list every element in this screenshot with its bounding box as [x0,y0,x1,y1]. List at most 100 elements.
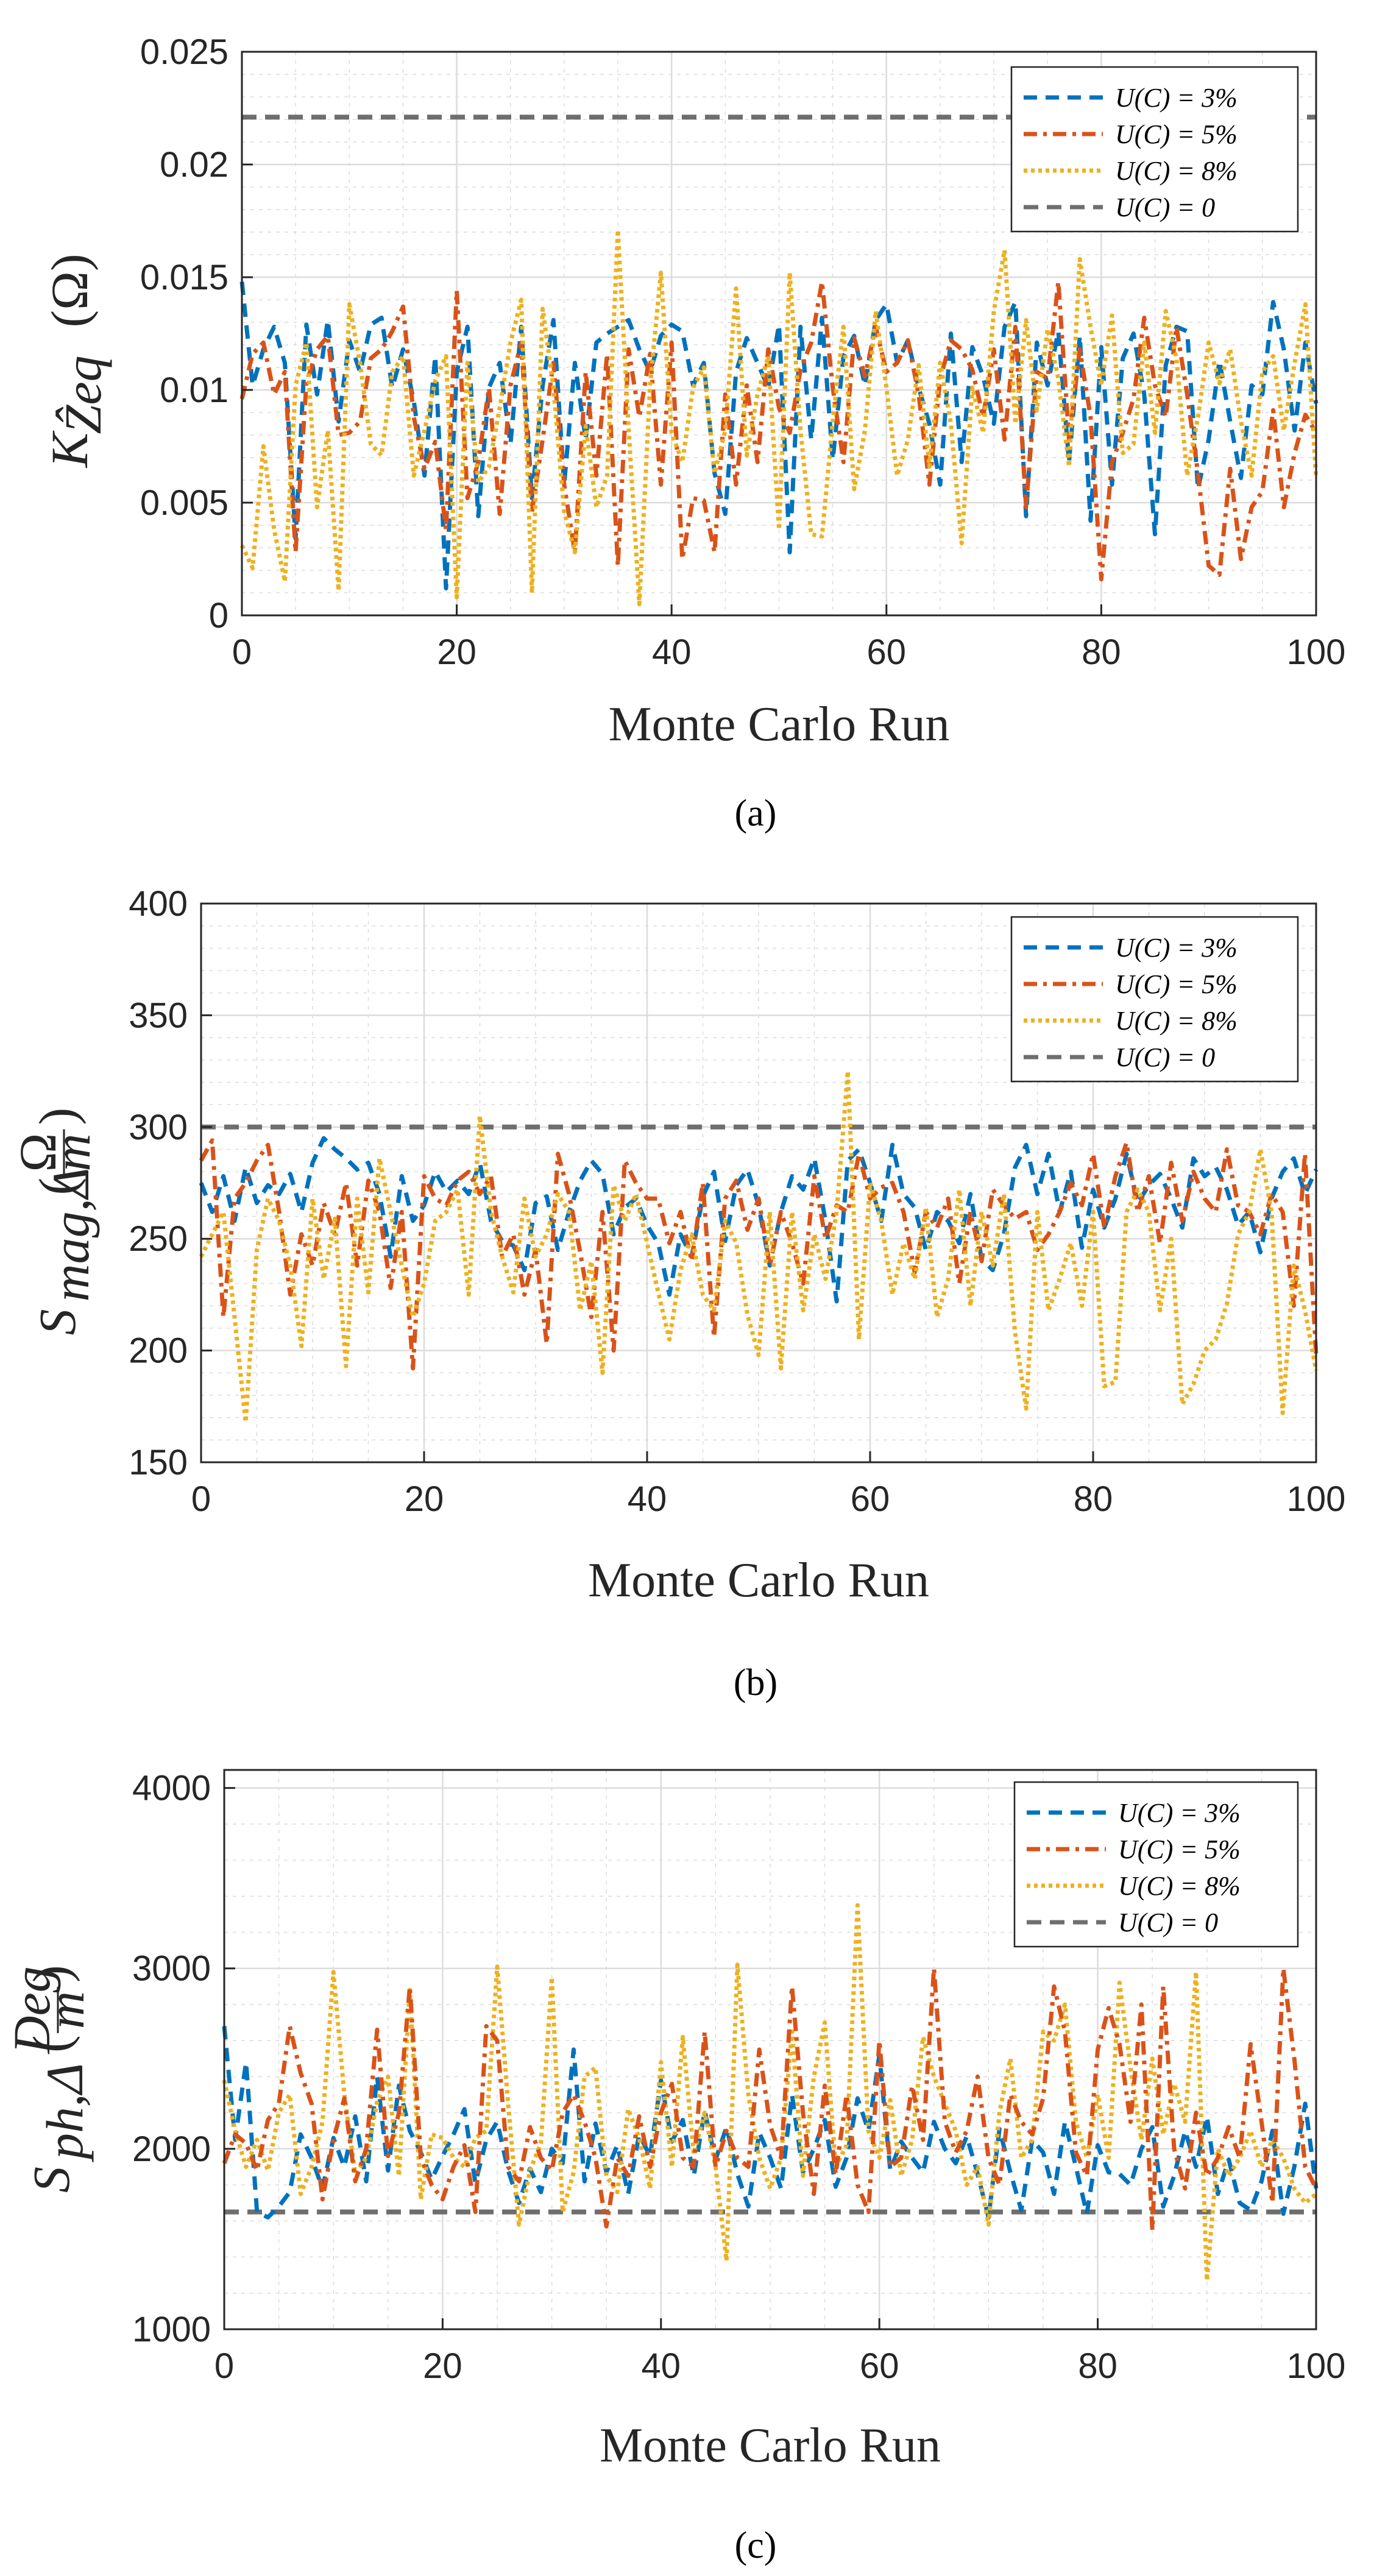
panel-b-legend-box [1010,916,1299,1083]
panel-b: 0 20 40 60 80 100 150 200 250 300 350 400 S mag,Δ (… [9,884,1345,1704]
y-tick-label: 300 [129,1108,188,1147]
panel-b-legend-entry-8pct: U(C) = 8% [1024,1006,1238,1036]
panel-c-ylabel-paren-close: ) [22,1965,80,1983]
y-tick-label: 2000 [132,2129,211,2169]
y-tick-label: 1000 [132,2310,211,2349]
panel-a-series [239,227,1319,606]
panel-b-legend-entry-ref: U(C) = 0 [1024,1042,1215,1072]
y-tick-label: 0.015 [140,258,228,297]
y-tick-label: 250 [129,1219,188,1259]
panel-b-plot-frame [200,902,1317,1463]
panel-a-legend-entry-5pct: U(C) = 5% [1024,119,1238,149]
panel-a-legend-box [1010,66,1299,233]
legend-label: U(C) = 3% [1115,933,1238,963]
panel-a-legend-entry-ref: U(C) = 0 [1024,193,1215,222]
x-tick-label: 80 [1082,632,1121,672]
panel-c-ylabel: S ph,Δ ( Deg m ) [2,1965,95,2193]
legend-label: U(C) = 5% [1115,119,1238,149]
panel-c-ylabel-unit-num: Deg [2,1966,61,2054]
panel-b-xlabel: Monte Carlo Run [588,1554,929,1607]
x-tick-label: 100 [1287,1479,1346,1519]
series-line-2 [199,1138,1319,1371]
x-tick-label: 60 [867,632,907,672]
panel-c-legend: U(C) = 3% U(C) = 5% U(C) = 8% U(C) = 0 [1013,1781,1299,1948]
legend-label: U(C) = 5% [1118,1835,1241,1864]
panel-b-legend: U(C) = 3% U(C) = 5% U(C) = 8% U(C) = 0 [1010,916,1299,1083]
panel-b-ylabel-main: S [28,1309,87,1336]
panel-c-ylabel-unit-den: m [37,1991,95,2029]
y-tick-label: 4000 [132,1769,211,1808]
y-tick-label: 200 [129,1331,188,1371]
x-tick-label: 100 [1287,632,1346,672]
panel-a-legend-entry-8pct: U(C) = 8% [1024,156,1238,186]
legend-label: U(C) = 5% [1115,969,1238,999]
panel-a-ylabel-main: K [40,430,99,469]
panel-b-ylabel-paren-close: ) [28,1108,87,1125]
legend-label: U(C) = 0 [1115,1042,1215,1072]
x-tick-label: 0 [191,1479,211,1519]
panel-b-ylabel-paren-open: ( [28,1178,87,1195]
series-line-3 [222,1966,1319,2232]
panel-b-series [199,1069,1319,1424]
panel-a-caption: (a) [735,793,777,834]
x-tick-label: 40 [652,632,692,672]
panel-b-legend-entry-5pct: U(C) = 5% [1024,969,1238,999]
panel-c-ylabel-main: S [22,2167,80,2193]
y-tick-label: 0.01 [160,370,228,410]
panel-b-ylabel-unit-den: m [43,1133,101,1171]
panel-a-ylabel: K Ẑeq (Ω) [40,253,112,469]
x-tick-label: 80 [1078,2346,1117,2386]
legend-label: U(C) = 8% [1115,156,1238,186]
x-tick-label: 20 [423,2346,462,2386]
panel-c-ticks: 0 20 40 60 80 100 1000 2000 3000 4000 [132,1769,1345,2386]
legend-label: U(C) = 8% [1115,1006,1238,1036]
legend-label: U(C) = 3% [1115,83,1238,113]
x-tick-label: 20 [405,1479,444,1519]
panel-c-xlabel: Monte Carlo Run [600,2419,941,2472]
x-tick-label: 100 [1287,2346,1346,2386]
panel-a-xlabel: Monte Carlo Run [609,698,950,751]
x-tick-label: 40 [628,1479,667,1519]
panel-c-caption: (c) [735,2525,777,2566]
panel-b-caption: (b) [734,1662,777,1704]
legend-label: U(C) = 8% [1118,1871,1241,1901]
panel-c-ylabel-paren-open: ( [22,2035,80,2053]
panel-a-legend-entry-3pct: U(C) = 3% [1024,83,1238,113]
y-tick-label: 0 [209,596,228,635]
panel-a-ylabel-sub: Ẑeq [54,356,112,434]
y-tick-label: 0.025 [140,32,228,72]
panel-b-legend-entry-3pct: U(C) = 3% [1024,933,1238,963]
x-tick-label: 20 [437,632,476,672]
series-line-3 [239,227,1319,606]
panel-c-legend-entry-3pct: U(C) = 3% [1027,1798,1241,1828]
panel-c-legend-entry-5pct: U(C) = 5% [1027,1835,1241,1864]
y-tick-label: 400 [129,884,188,924]
x-tick-label: 60 [860,2346,899,2386]
panel-b-ylabel: S mag,Δ ( Ω m ) [9,1108,101,1336]
panel-a-ylabel-unit: (Ω) [40,253,99,327]
panel-a-plot-frame [241,51,1317,617]
series-line-3 [199,1069,1319,1424]
x-tick-label: 0 [232,632,252,672]
legend-label: U(C) = 0 [1118,1908,1218,1937]
panel-c-legend-entry-ref: U(C) = 0 [1027,1908,1218,1937]
y-tick-label: 0.02 [160,145,228,185]
y-tick-label: 150 [129,1443,188,1482]
y-tick-label: 3000 [132,1949,211,1989]
panel-c-legend-box [1013,1781,1299,1948]
panel-c: 0 20 40 60 80 100 1000 2000 3000 4000 S ph,Δ ( De… [2,1769,1345,2566]
panel-c-ylabel-sub: ph,Δ [35,2063,94,2163]
panel-c-series [222,1903,1319,2283]
series-line-1 [222,2026,1319,2220]
panel-a-ticks: 0 20 40 60 80 100 0 0.005 0.01 0.015 0.02 0.025 [140,32,1346,672]
panel-c-legend-entry-8pct: U(C) = 8% [1027,1871,1241,1901]
y-tick-label: 350 [129,996,188,1035]
panel-b-ylabel-sub: mag,Δ [41,1167,100,1301]
legend-label: U(C) = 0 [1115,193,1215,222]
panel-a: 0 20 40 60 80 100 0 0.005 0.01 0.015 0.02 0.025 K Ẑ… [0,0,1374,853]
x-tick-label: 80 [1074,1479,1113,1519]
panel-b-ylabel-unit-num: Ω [9,1133,67,1172]
panel-b-ticks: 0 20 40 60 80 100 150 200 250 300 350 400 [129,884,1345,1519]
panel-c-plot-frame [223,1769,1317,2330]
